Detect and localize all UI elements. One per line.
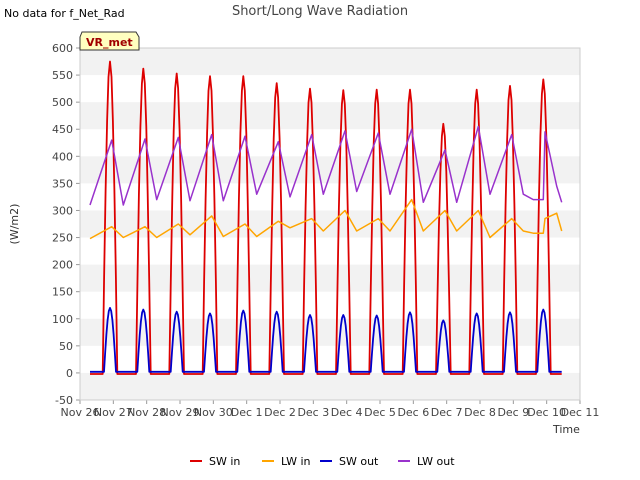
plot-frame	[79, 47, 581, 401]
legend-label: LW in	[281, 455, 311, 468]
legend-label: LW out	[417, 455, 455, 468]
x-tick-label: Dec 2	[264, 406, 296, 419]
x-tick-label: Dec 10	[527, 406, 566, 419]
y-tick-label: 600	[52, 42, 73, 55]
legend-item: LW out	[398, 455, 455, 468]
y-tick-label: 0	[66, 367, 73, 380]
x-tick-label: Dec 8	[464, 406, 496, 419]
no-data-note: No data for f_Net_Rad	[4, 7, 125, 20]
lw-in-line	[89, 198, 563, 240]
x-tick-label: Dec 9	[497, 406, 529, 419]
y-tick-label: 550	[52, 69, 73, 82]
grid-band	[80, 102, 580, 130]
vr-met-badge: VR_met	[79, 31, 140, 51]
x-tick-label: Dec 3	[297, 406, 329, 419]
legend-item: LW in	[262, 455, 311, 468]
legend-item: SW out	[320, 455, 379, 468]
y-tick-label: 50	[59, 340, 73, 353]
x-tick-label: Dec 11	[561, 406, 600, 419]
grid-band	[80, 156, 580, 184]
y-tick-label: 300	[52, 204, 73, 217]
y-tick-label: 150	[52, 286, 73, 299]
y-tick-label: 450	[52, 123, 73, 136]
x-tick-label: Nov 26	[61, 406, 100, 419]
legend-label: SW in	[209, 455, 240, 468]
lw-out-line	[89, 125, 563, 206]
y-tick-label: 100	[52, 313, 73, 326]
x-tick-label: Dec 1	[231, 406, 263, 419]
y-tick-label: -50	[55, 394, 73, 407]
x-tick-label: Dec 4	[331, 406, 363, 419]
sw-out-line	[90, 307, 562, 373]
sw-in-line	[90, 60, 562, 375]
x-tick-label: Dec 6	[397, 406, 429, 419]
grid-band	[80, 372, 580, 400]
x-tick-label: Dec 7	[431, 406, 463, 419]
legend: SW in LW in SW out LW out	[190, 455, 455, 468]
badge-label: VR_met	[86, 36, 133, 49]
legend-item: SW in	[190, 455, 240, 468]
grid-band	[80, 48, 580, 76]
series-lines	[89, 60, 563, 375]
x-tick-label: Nov 30	[194, 406, 233, 419]
y-tick-label: 250	[52, 232, 73, 245]
grid-band	[80, 264, 580, 292]
y-tick-label: 350	[52, 177, 73, 190]
chart-title: Short/Long Wave Radiation	[231, 4, 409, 19]
x-tick-label: Nov 29	[161, 406, 200, 419]
grid-band	[80, 318, 580, 346]
y-axis-ticks: -50 0 50 100 150 200 250 300 350 400 450 500 550 600	[52, 42, 80, 407]
legend-label: SW out	[339, 455, 379, 468]
x-tick-label: Nov 28	[127, 406, 166, 419]
y-tick-label: 400	[52, 150, 73, 163]
x-axis-label: Time	[552, 423, 580, 436]
x-tick-label: Dec 5	[364, 406, 396, 419]
y-axis-label: (W/m2)	[8, 204, 21, 245]
y-tick-label: 200	[52, 259, 73, 272]
x-tick-label: Nov 27	[94, 406, 133, 419]
y-tick-label: 500	[52, 96, 73, 109]
